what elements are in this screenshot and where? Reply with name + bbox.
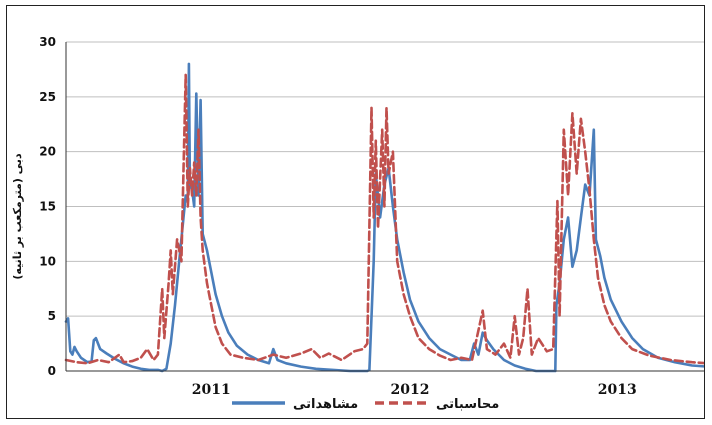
y-tick-label: 30 bbox=[39, 35, 56, 49]
series-line-observed bbox=[64, 62, 704, 373]
x-tick-label: 2011 bbox=[192, 382, 231, 398]
legend: مشاهداتی محاسباتی bbox=[232, 397, 499, 412]
y-tick-labels: 0 5 10 15 20 25 30 bbox=[39, 35, 56, 378]
line-chart: 0 5 10 15 20 25 30 2011 2012 2013 دبی (مترمکعب ب… bbox=[11, 35, 704, 412]
x-tick-label: 2012 bbox=[391, 382, 430, 398]
y-tick-label: 5 bbox=[48, 309, 56, 323]
legend-label-observed: مشاهداتی bbox=[293, 397, 358, 412]
y-tick-label: 20 bbox=[39, 145, 56, 159]
series-group bbox=[64, 62, 704, 373]
y-tick-label: 10 bbox=[39, 254, 56, 268]
chart-frame: 0 5 10 15 20 25 30 2011 2012 2013 دبی (مترمکعب ب… bbox=[6, 5, 705, 419]
axes bbox=[65, 42, 704, 372]
y-tick-label: 0 bbox=[48, 364, 56, 378]
y-axis-label: دبی (مترمکعب بر ثانیه) bbox=[11, 153, 24, 280]
legend-label-computed: محاسباتی bbox=[436, 397, 499, 412]
y-tick-label: 25 bbox=[39, 90, 56, 104]
grid-lines bbox=[66, 41, 704, 317]
x-tick-label: 2013 bbox=[598, 382, 637, 398]
x-tick-labels: 2011 2012 2013 bbox=[192, 382, 637, 398]
y-tick-label: 15 bbox=[39, 200, 56, 214]
series-line-computed bbox=[64, 73, 704, 365]
